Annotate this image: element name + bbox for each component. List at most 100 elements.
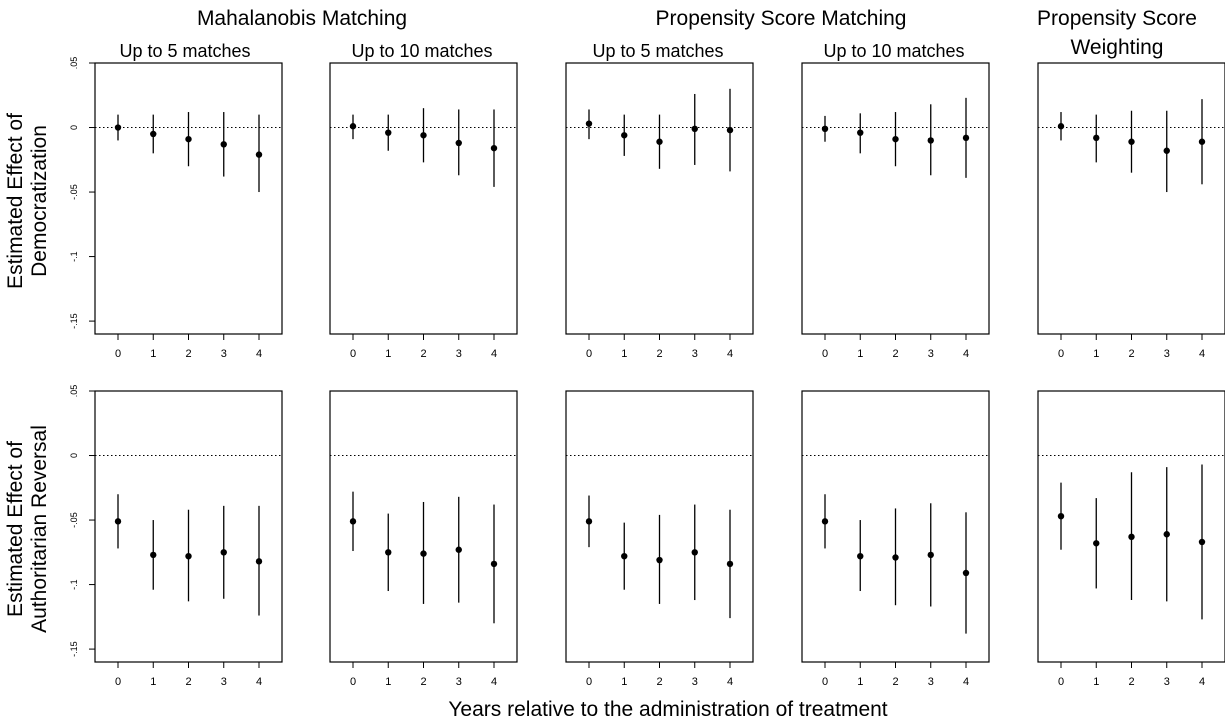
point-estimate	[150, 130, 157, 138]
x-tick-label: 4	[1199, 348, 1205, 360]
point-estimate	[114, 518, 122, 525]
x-tick-label: 2	[1128, 676, 1134, 688]
point-estimate	[621, 132, 628, 139]
row-ylabel-democratization-line1: Estimated Effect of	[4, 113, 27, 289]
x-tick-label: 2	[420, 348, 426, 360]
x-tick-label: 3	[456, 348, 462, 360]
point-estimate	[857, 552, 864, 560]
x-tick-label: 3	[221, 348, 227, 360]
point-estimate	[420, 550, 427, 557]
point-estimate	[585, 518, 593, 525]
group-title-propensity-weighting-line1: Propensity Score	[1037, 7, 1197, 30]
point-estimate	[1128, 138, 1135, 145]
x-tick-label: 0	[586, 676, 592, 688]
group-title-propensity-matching: Propensity Score Matching	[656, 7, 907, 30]
y-tick-label: -.05	[69, 184, 79, 200]
y-tick-label: -.15	[69, 641, 79, 657]
panel-frame	[1037, 62, 1225, 335]
y-tick-label: -.05	[69, 512, 79, 528]
x-tick-label: 1	[1093, 676, 1099, 688]
x-tick-label: 4	[727, 348, 733, 360]
panel-r0-c3: 0 1 2 3 4	[801, 62, 990, 360]
panel-subtitle-mahalanobis-5: Up to 5 matches	[119, 41, 250, 61]
point-estimate	[385, 129, 392, 136]
panel-r1-c0: 0 1 2 3 4 .05 0 -.05 -.1 -.15	[69, 385, 283, 688]
x-tick-label: 0	[1058, 676, 1064, 688]
x-tick-label: 3	[692, 348, 698, 360]
point-estimate	[455, 139, 462, 147]
x-tick-label: 0	[586, 348, 592, 360]
x-tick-label: 1	[385, 348, 391, 360]
x-tick-label: 2	[420, 676, 426, 688]
point-estimate	[927, 137, 934, 144]
x-tick-label: 1	[150, 676, 156, 688]
point-estimate	[726, 126, 734, 134]
point-estimate	[1093, 134, 1100, 142]
x-tick-label: 2	[892, 676, 898, 688]
group-title-mahalanobis: Mahalanobis Matching	[197, 7, 407, 30]
point-estimate	[656, 138, 663, 145]
x-tick-label: 4	[491, 348, 497, 360]
x-tick-label: 1	[857, 348, 863, 360]
point-estimate	[1163, 531, 1170, 538]
point-estimate	[927, 551, 934, 559]
panel-r1-c1: 0 1 2 3 4	[329, 390, 518, 688]
x-tick-label: 4	[256, 676, 262, 688]
point-estimate	[892, 135, 899, 143]
x-tick-label: 1	[621, 676, 627, 688]
x-tick-label: 3	[1164, 676, 1170, 688]
panel-r0-c4: 0 1 2 3 4	[1037, 62, 1225, 360]
point-estimate	[349, 518, 357, 525]
panel-frame	[565, 62, 754, 335]
panel-frame	[329, 62, 518, 335]
point-estimate	[962, 569, 970, 577]
x-tick-label: 0	[115, 676, 121, 688]
point-estimate	[1093, 540, 1100, 547]
x-tick-label: 0	[822, 348, 828, 360]
point-estimate	[385, 549, 392, 556]
point-estimate	[490, 144, 498, 152]
point-estimate	[691, 549, 698, 556]
x-tick-label: 4	[256, 348, 262, 360]
panel-r0-c2: 0 1 2 3 4	[565, 62, 754, 360]
x-tick-label: 0	[822, 676, 828, 688]
point-estimate	[656, 556, 663, 564]
y-tick-label: 0	[69, 453, 79, 458]
point-estimate	[857, 129, 864, 136]
point-estimate	[255, 558, 263, 565]
point-estimate	[691, 125, 698, 133]
x-tick-label: 0	[350, 676, 356, 688]
panel-frame	[801, 62, 990, 335]
x-tick-label: 3	[221, 676, 227, 688]
point-estimate	[821, 518, 829, 525]
x-tick-label: 1	[385, 676, 391, 688]
point-estimate	[621, 552, 628, 560]
x-tick-label: 3	[456, 676, 462, 688]
point-estimate	[821, 125, 829, 133]
x-tick-label: 2	[1128, 348, 1134, 360]
point-estimate	[220, 549, 227, 556]
point-estimate	[1128, 533, 1135, 541]
panel-r1-c4: 0 1 2 3 4	[1037, 390, 1225, 688]
panel-r0-c0: 0 1 2 3 4 .05 0 -.05 -.1 -.15	[69, 57, 283, 360]
point-estimate	[150, 551, 157, 559]
y-tick-label: .05	[69, 57, 79, 70]
y-tick-label: 0	[69, 125, 79, 130]
point-estimate	[962, 134, 970, 142]
x-tick-label: 4	[963, 676, 969, 688]
x-tick-label: 3	[928, 348, 934, 360]
point-estimate	[585, 120, 593, 127]
y-tick-label: -.1	[69, 579, 79, 590]
x-tick-label: 0	[115, 348, 121, 360]
x-tick-label: 0	[350, 348, 356, 360]
x-tick-label: 1	[857, 676, 863, 688]
point-estimate	[114, 124, 122, 131]
x-tick-label: 3	[1164, 348, 1170, 360]
x-tick-label: 4	[491, 676, 497, 688]
panel-subtitle-propensity-5: Up to 5 matches	[592, 41, 723, 61]
x-tick-label: 4	[963, 348, 969, 360]
panel-r1-c2: 0 1 2 3 4	[565, 390, 754, 688]
point-estimate	[455, 546, 462, 553]
group-title-propensity-weighting-line2: Weighting	[1070, 36, 1163, 59]
x-tick-label: 3	[928, 676, 934, 688]
